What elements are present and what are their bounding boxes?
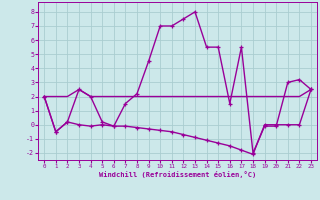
X-axis label: Windchill (Refroidissement éolien,°C): Windchill (Refroidissement éolien,°C) [99,171,256,178]
